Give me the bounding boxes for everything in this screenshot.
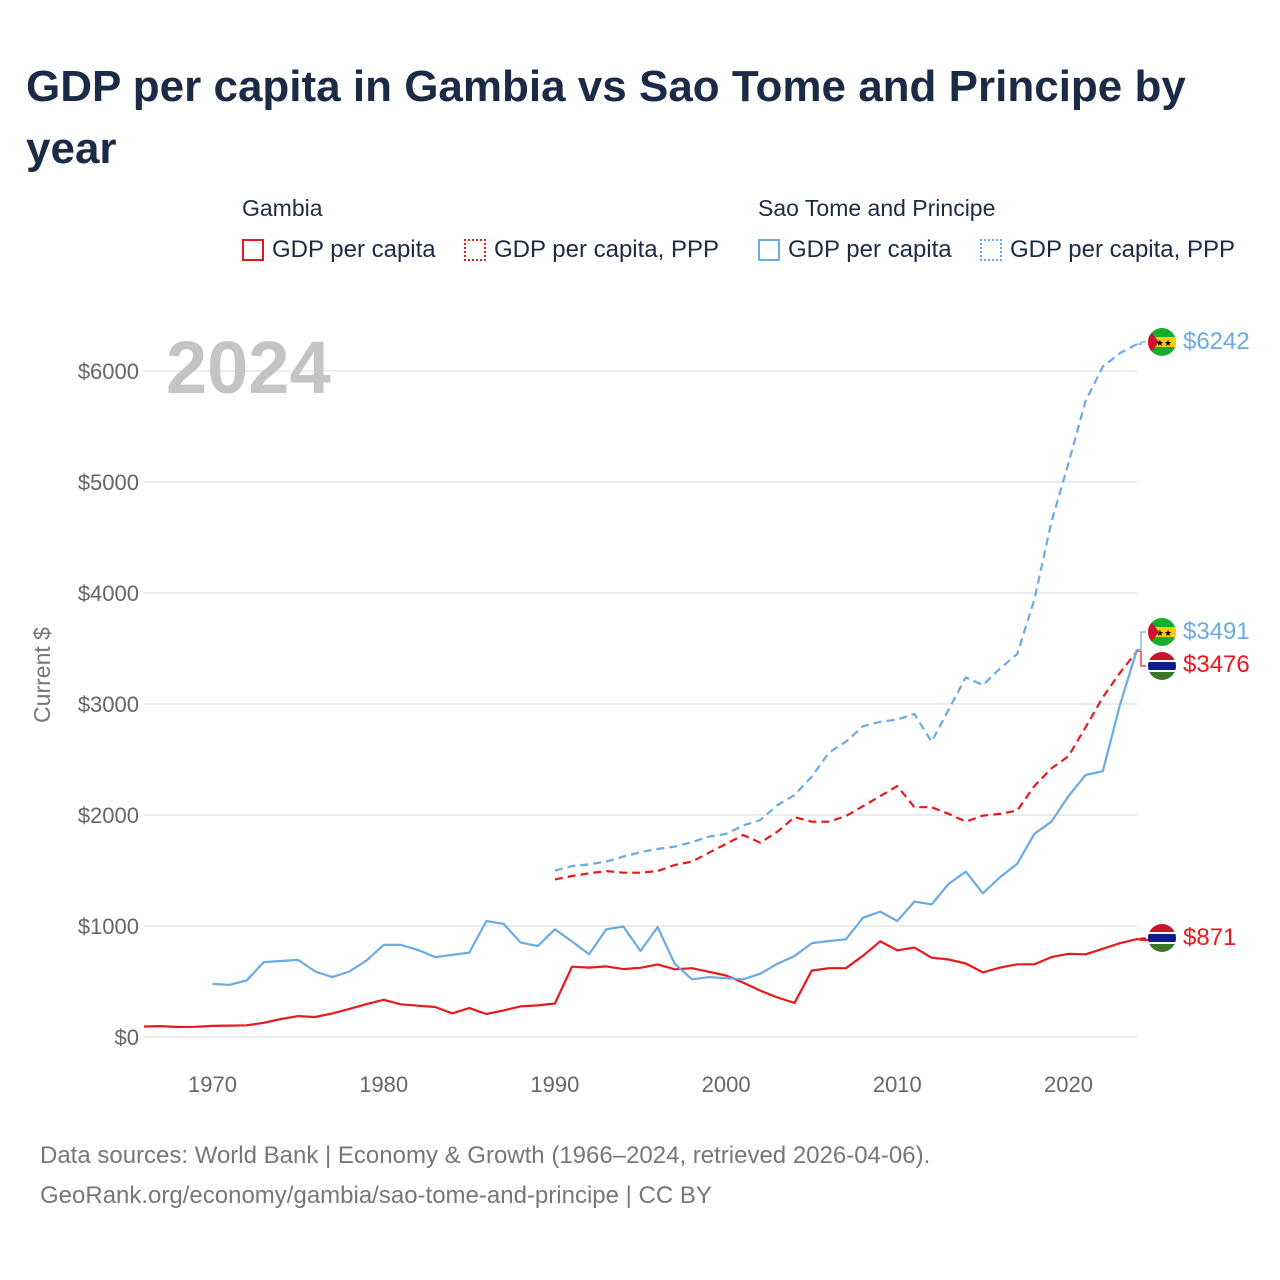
gridlines [144,370,1137,1038]
data-sources: Data sources: World Bank | Economy & Gro… [40,1142,931,1169]
svg-text:★★: ★★ [1156,628,1172,638]
x-tick-label: 1980 [359,1072,408,1097]
legend-group-sao-tome: Sao Tome and Principe [758,195,996,221]
chart-title: GDP per capita in Gambia vs Sao Tome and… [26,62,1186,173]
x-tick-label: 1990 [530,1072,579,1097]
x-axis-ticks: 1970 1980 1990 2000 2010 2020 [188,1072,1093,1097]
y-tick-label: $4000 [78,581,139,606]
legend-label: GDP per capita [788,236,952,263]
legend-sao-tome-gdp[interactable]: GDP per capita [758,236,952,264]
end-label-gambia-gdp: $871 [1183,924,1236,951]
y-tick-label: $3000 [78,692,139,717]
source-link[interactable]: GeoRank.org/economy/gambia/sao-tome-and-… [40,1182,712,1209]
legend-gambia-gdp[interactable]: GDP per capita [242,236,436,264]
legend-swatch-dotted-red [464,239,486,261]
end-label-sao-tome-gdp: $3491 [1183,618,1250,645]
legend-swatch-solid-blue [758,239,780,261]
y-axis-label: Current $ [29,627,55,723]
legend-label: GDP per capita [272,236,436,263]
leader-line [1137,650,1146,667]
legend-swatch-dotted-blue [980,239,1002,261]
leader-line [1140,937,1155,941]
y-tick-label: $6000 [78,359,139,384]
end-label-sao-tome-ppp: $6242 [1183,328,1250,355]
x-tick-label: 1970 [188,1072,237,1097]
legend-swatch-solid-red [242,239,264,261]
legend-sao-tome-gdp-ppp[interactable]: GDP per capita, PPP [980,236,1235,264]
leader-line [1137,631,1146,651]
series-lines [143,343,1155,1029]
footer: Data sources: World Bank | Economy & Gro… [40,1136,930,1216]
y-tick-label: $0 [115,1025,139,1050]
legend-label: GDP per capita, PPP [1010,236,1235,263]
legend-gambia-gdp-ppp[interactable]: GDP per capita, PPP [464,236,719,264]
gambia-flag-icon [1148,924,1176,952]
x-tick-label: 2000 [702,1072,751,1097]
series-line-2 [212,649,1139,986]
y-axis-ticks: $0 $1000 $2000 $3000 $4000 $5000 $6000 [78,359,139,1050]
label-leaders [1137,341,1155,941]
y-tick-label: $2000 [78,803,139,828]
leader-line [1137,341,1146,345]
x-tick-label: 2020 [1044,1072,1093,1097]
legend-group-gambia: Gambia [242,195,323,221]
series-line-3 [554,343,1138,872]
year-label: 2024 [166,326,331,409]
legend-label: GDP per capita, PPP [494,236,719,263]
sao-tome-flag-icon: ★★ [1148,618,1176,646]
svg-text:★★: ★★ [1156,338,1172,348]
y-tick-label: $5000 [78,470,139,495]
sao-tome-flag-icon: ★★ [1148,328,1176,356]
series-line-0 [143,937,1155,1029]
y-tick-label: $1000 [78,914,139,939]
end-label-gambia-ppp: $3476 [1183,651,1250,678]
gambia-flag-icon [1148,652,1176,680]
series-line-1 [554,650,1138,881]
x-tick-label: 2010 [873,1072,922,1097]
